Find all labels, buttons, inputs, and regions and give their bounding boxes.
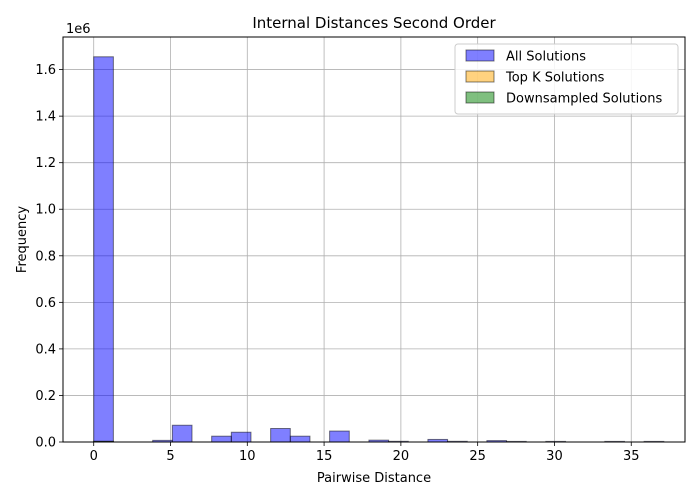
y-offset-text: 1e6 (66, 22, 91, 37)
y-tick-label: 1.0 (35, 203, 56, 218)
bar-all-solutions (211, 435, 232, 443)
bar-all-solutions (289, 435, 311, 443)
legend-label-all-solutions: All Solutions (506, 50, 586, 65)
legend-swatch-all-solutions (465, 49, 495, 62)
axes-frame (62, 36, 686, 443)
y-tick-label: 0.8 (35, 249, 56, 264)
bar-all-solutions (93, 56, 114, 443)
y-tick-label: 1.2 (35, 156, 56, 171)
bar-all-solutions (171, 424, 193, 443)
chart-title: Internal Distances Second Order (252, 14, 496, 32)
bar-all-solutions (329, 430, 350, 443)
legend-swatch-downsampled-solutions (465, 91, 495, 104)
x-tick-label: 30 (546, 449, 563, 464)
legend-box (454, 43, 679, 115)
legend-entries: All Solutions Top K Solutions Downsampled … (465, 49, 662, 107)
x-axis-label: Pairwise Distance (317, 471, 431, 486)
y-tick-label: 1.6 (35, 63, 56, 78)
y-tick-label: 0.6 (35, 296, 56, 311)
y-tick-label: 1.4 (35, 110, 56, 125)
legend-label-top-k-solutions: Top K Solutions (505, 71, 605, 86)
y-tick-label: 0.2 (35, 389, 56, 404)
bar-all-solutions (230, 431, 252, 443)
x-tick-label: 20 (393, 449, 410, 464)
x-tick-label: 35 (623, 449, 640, 464)
legend-swatch-top-k-solutions (465, 70, 495, 83)
x-tick-label: 10 (239, 449, 256, 464)
axis-ticks: 0 5 10 15 20 25 30 35 0.0 0.2 0.4 0.6 0.8 1.0 1.2 1.4 1.… (35, 63, 639, 464)
legend: All Solutions Top K Solutions Downsampled … (454, 43, 679, 115)
y-tick-label: 0.4 (35, 342, 56, 357)
x-tick-label: 5 (166, 449, 174, 464)
y-tick-label: 0.0 (35, 436, 56, 451)
bar-all-solutions (270, 428, 291, 443)
x-tick-label: 15 (316, 449, 333, 464)
y-axis-label: Frequency (15, 206, 30, 273)
x-tick-label: 25 (469, 449, 486, 464)
x-tick-label: 0 (90, 449, 98, 464)
legend-label-downsampled-solutions: Downsampled Solutions (506, 92, 662, 107)
